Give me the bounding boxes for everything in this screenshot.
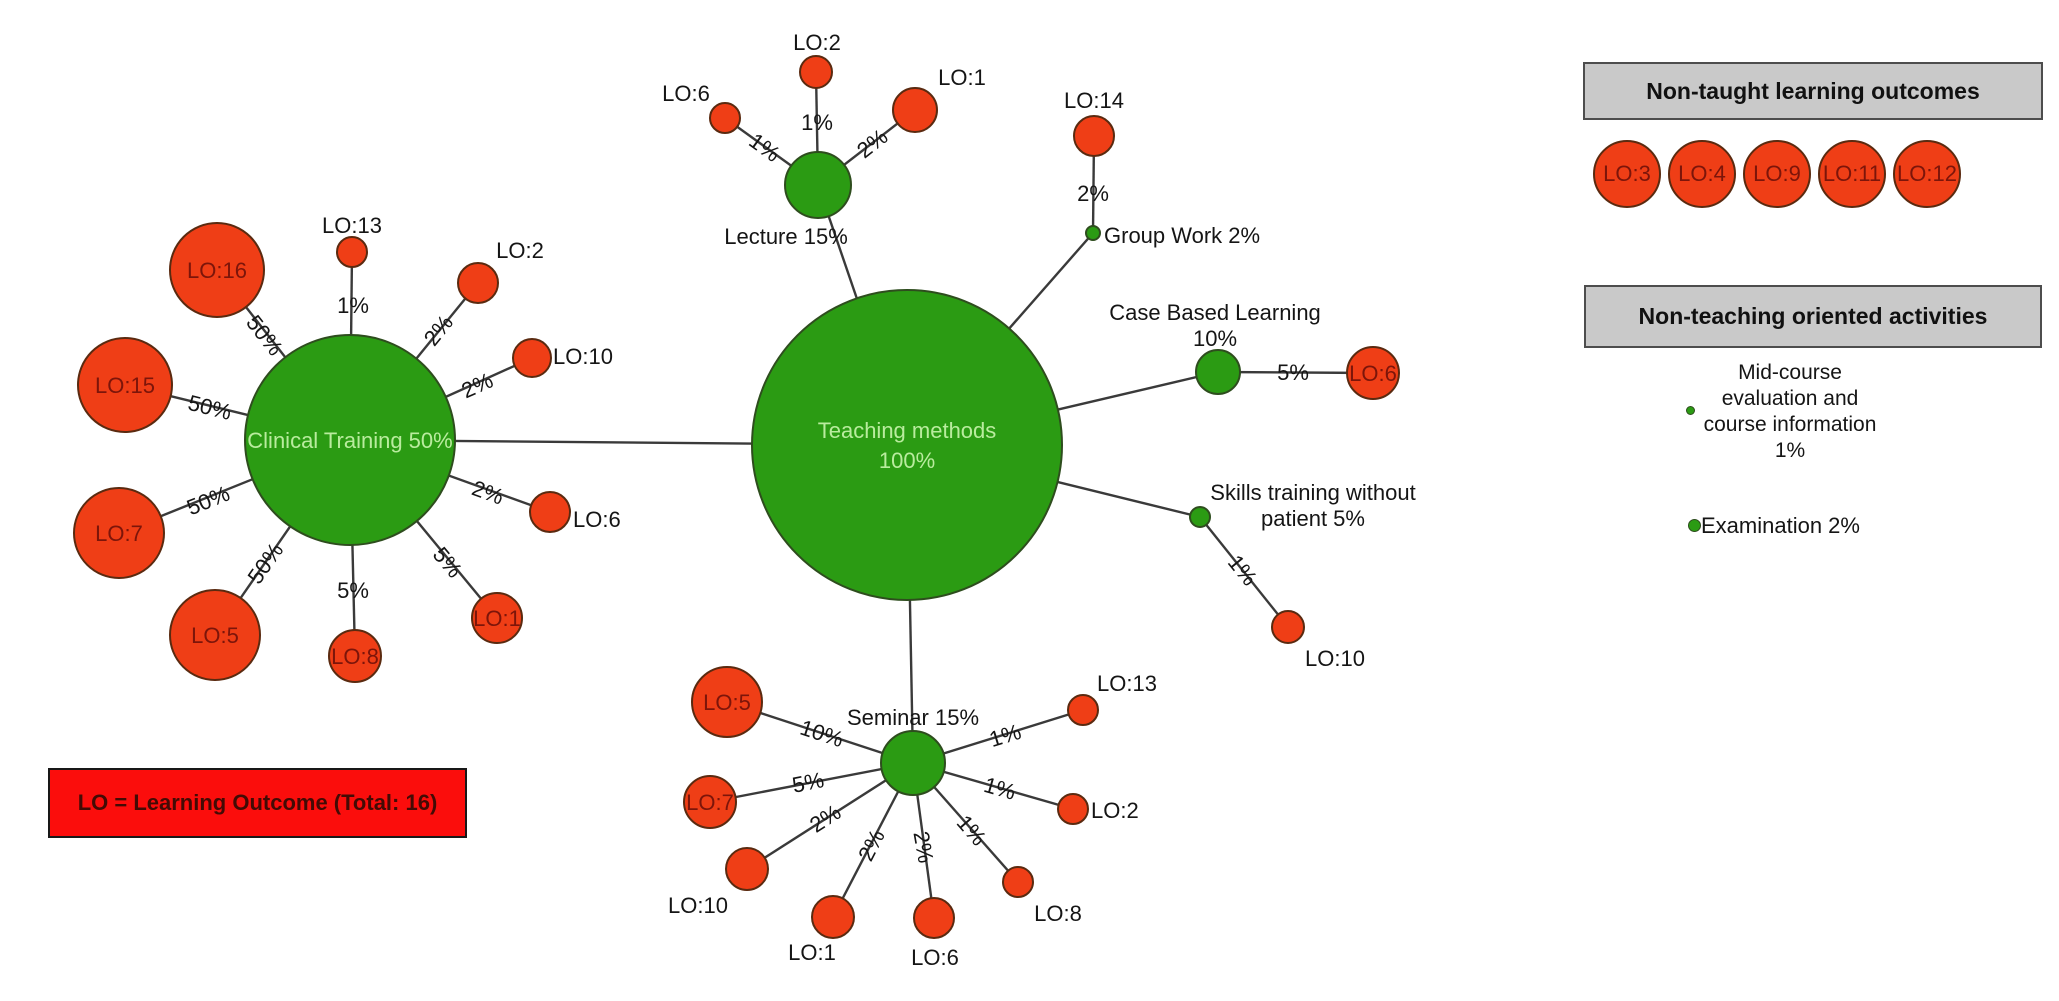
node-clinical (244, 334, 456, 546)
node-label-cl-lo13: LO:13 (322, 213, 382, 238)
non-taught-outcomes-header: Non-taught learning outcomes (1583, 62, 2043, 120)
non-taught-outcome-lo3: LO:3 (1593, 140, 1661, 208)
edge-label-clinical-cl-lo15: 50% (186, 390, 235, 425)
node-skills (1189, 506, 1211, 528)
node-cl-lo2 (457, 262, 499, 304)
non-taught-outcome-lo11: LO:11 (1818, 140, 1886, 208)
node-inside-label-sem-lo5: LO:5 (703, 690, 751, 715)
node-label-sem-lo10: LO:10 (668, 893, 728, 918)
node-label-seminar: Seminar 15% (847, 705, 979, 730)
edge-label-lecture-lec-lo6: 1% (745, 128, 785, 167)
node-sem-lo10 (725, 847, 769, 891)
node-inside-label-cl-lo16: LO:16 (187, 258, 247, 283)
non-teaching-activities-header: Non-teaching oriented activities (1584, 285, 2042, 348)
node-lecture (784, 151, 852, 219)
node-label-sem-lo6: LO:6 (911, 945, 959, 970)
node-lec-lo1 (892, 87, 938, 133)
node-label-groupwork: Group Work 2% (1104, 223, 1260, 248)
node-sem-lo6 (913, 897, 955, 939)
node-sem-lo2 (1057, 793, 1089, 825)
node-label-lec-lo6: LO:6 (662, 81, 710, 106)
node-gw-lo14 (1073, 115, 1115, 157)
node-cbl (1195, 349, 1241, 395)
node-label-sk-lo10: LO:10 (1305, 646, 1365, 671)
node-lec-lo2 (799, 55, 833, 89)
node-inside-label-cl-lo5: LO:5 (191, 623, 239, 648)
node-cl-lo13 (336, 236, 368, 268)
node-sk-lo10 (1271, 610, 1305, 644)
node-cl-lo8 (328, 629, 382, 683)
node-label-sem-lo8: LO:8 (1034, 901, 1082, 926)
node-sem-lo8 (1002, 866, 1034, 898)
edge-label-seminar-sem-lo6: 2% (909, 829, 939, 865)
node-label-lecture: Lecture 15% (724, 224, 848, 249)
node-label-cbl: Case Based Learning 10% (1109, 300, 1321, 351)
edge-label-clinical-cl-lo13: 1% (337, 293, 369, 318)
edge-label-seminar-sem-lo7: 5% (790, 767, 826, 798)
node-cl-lo15 (77, 337, 173, 433)
edge-label-seminar-sem-lo2: 1% (981, 772, 1018, 805)
non-taught-outcome-lo12: LO:12 (1893, 140, 1961, 208)
edge-label-cbl-cbl-lo6: 5% (1277, 360, 1309, 385)
node-label-lec-lo1: LO:1 (938, 65, 986, 90)
node-inside-label-cl-lo7: LO:7 (95, 521, 143, 546)
node-cbl-lo6 (1346, 346, 1400, 400)
node-label-cl-lo6: LO:6 (573, 507, 621, 532)
midcourse-dot-icon (1686, 406, 1695, 415)
examination-label: Examination 2% (1701, 513, 1860, 538)
edge-skills-sk-lo10 (1199, 516, 1289, 628)
midcourse-evaluation-label: Mid-course evaluation and course informa… (1703, 361, 1877, 462)
edge-label-seminar-sem-lo13: 1% (986, 718, 1024, 751)
edge-label-seminar-sem-lo5: 10% (797, 714, 847, 751)
node-inside-label-cbl-lo6: LO:6 (1349, 361, 1397, 386)
node-groupwork (1085, 225, 1101, 241)
edge-seminar-sem-lo7 (709, 761, 914, 804)
node-sem-lo13 (1067, 694, 1099, 726)
edge-label-clinical-cl-lo5: 50% (242, 538, 288, 588)
node-label-sem-lo2: LO:2 (1091, 798, 1139, 823)
node-cl-lo1 (471, 592, 523, 644)
edge-label-lecture-lec-lo1: 2% (852, 123, 892, 162)
node-sem-lo5 (691, 666, 763, 738)
node-inside-label-cl-lo1: LO:1 (473, 606, 521, 631)
edge-label-clinical-cl-lo10: 2% (457, 367, 496, 403)
node-label-sem-lo1: LO:1 (788, 940, 836, 965)
edge-label-skills-sk-lo10: 1% (1223, 550, 1262, 590)
node-inside-label-sem-lo7: LO:7 (686, 790, 734, 815)
node-sem-lo1 (811, 895, 855, 939)
node-cl-lo5 (169, 589, 261, 681)
non-taught-outcome-lo9: LO:9 (1743, 140, 1811, 208)
node-inside-label-clinical: Clinical Training 50% (247, 428, 452, 453)
edge-label-clinical-cl-lo8: 5% (337, 578, 369, 603)
edge-label-lecture-lec-lo2: 1% (801, 110, 833, 135)
node-cl-lo7 (73, 487, 165, 579)
node-inside-label-cl-lo8: LO:8 (331, 644, 379, 669)
node-label-skills: Skills training without patient 5% (1210, 480, 1415, 531)
node-cl-lo10 (512, 338, 552, 378)
edge-label-seminar-sem-lo10: 2% (805, 799, 845, 837)
edge-label-clinical-cl-lo6: 2% (469, 475, 507, 509)
node-label-cl-lo10: LO:10 (553, 344, 613, 369)
node-teaching (751, 289, 1063, 601)
node-lec-lo6 (709, 102, 741, 134)
edge-label-seminar-sem-lo1: 2% (853, 825, 890, 865)
node-cl-lo6 (529, 491, 571, 533)
legend-box: LO = Learning Outcome (Total: 16) (48, 768, 467, 838)
node-label-sem-lo13: LO:13 (1097, 671, 1157, 696)
edge-label-groupwork-gw-lo14: 2% (1077, 181, 1109, 206)
examination-dot-icon (1688, 519, 1701, 532)
node-label-lec-lo2: LO:2 (793, 30, 841, 55)
node-inside-label-cl-lo15: LO:15 (95, 373, 155, 398)
node-inside-label-teaching: Teaching methods 100% (818, 418, 997, 473)
non-taught-outcome-lo4: LO:4 (1668, 140, 1736, 208)
non-taught-outcomes-row: LO:3 LO:4 LO:9 LO:11 LO:12 (1593, 140, 1961, 208)
node-seminar (880, 730, 946, 796)
node-label-gw-lo14: LO:14 (1064, 88, 1124, 113)
node-sem-lo7 (683, 775, 737, 829)
node-label-cl-lo2: LO:2 (496, 238, 544, 263)
edge-label-clinical-cl-lo7: 50% (183, 480, 233, 520)
node-cl-lo16 (169, 222, 265, 318)
